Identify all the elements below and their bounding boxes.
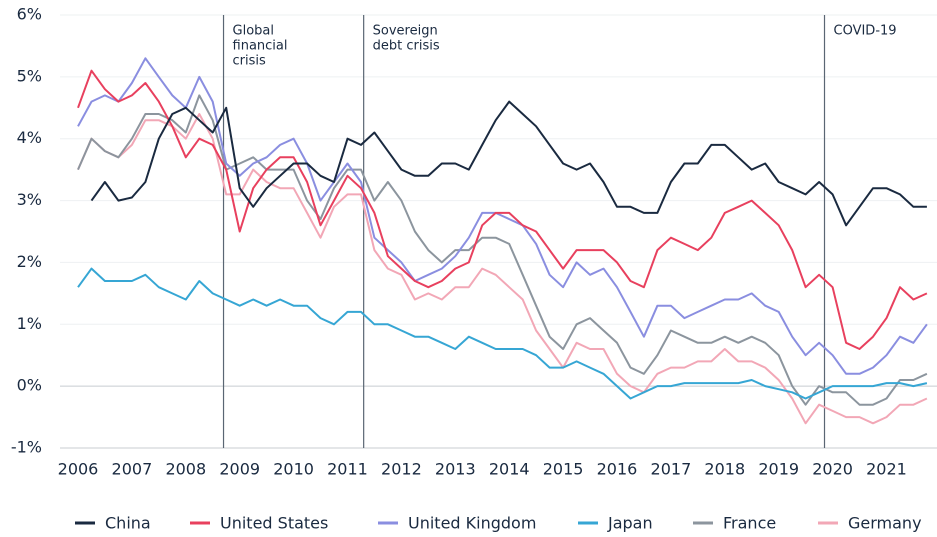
x-tick-label: 2019 [758, 460, 799, 479]
annotation-text: COVID-19 [834, 24, 897, 39]
series-line [77, 57, 928, 375]
y-tick-label: -1% [11, 438, 42, 457]
x-tick-label: 2008 [165, 460, 206, 479]
x-tick-label: 2020 [812, 460, 853, 479]
y-tick-label: 4% [17, 128, 42, 147]
x-tick-label: 2018 [704, 460, 745, 479]
annotation-text: Global [233, 24, 274, 39]
series-line [77, 267, 928, 400]
x-tick-label: 2016 [597, 460, 638, 479]
x-tick-label: 2011 [327, 460, 368, 479]
legend-label: United States [220, 514, 328, 533]
series-line [77, 113, 928, 425]
x-tick-label: 2007 [112, 460, 153, 479]
legend-label: Japan [607, 514, 653, 533]
series-line [77, 69, 928, 350]
annotation-text: financial [233, 39, 288, 54]
x-tick-label: 2010 [273, 460, 314, 479]
y-tick-label: 1% [17, 314, 42, 333]
x-tick-label: 2021 [866, 460, 907, 479]
annotation-text: Sovereign [373, 24, 438, 39]
series-line [77, 94, 928, 406]
x-tick-label: 2015 [543, 460, 584, 479]
y-tick-label: 5% [17, 66, 42, 85]
legend-label: Germany [848, 514, 922, 533]
legend-label: United Kingdom [408, 514, 536, 533]
y-tick-label: 2% [17, 252, 42, 271]
annotation-text: crisis [233, 54, 266, 69]
annotation-text: debt crisis [373, 39, 440, 54]
x-tick-label: 2009 [219, 460, 260, 479]
y-tick-label: 0% [17, 376, 42, 395]
legend-label: China [105, 514, 151, 533]
x-tick-label: 2014 [489, 460, 530, 479]
x-tick-label: 2013 [435, 460, 476, 479]
x-tick-label: 2017 [651, 460, 692, 479]
legend-label: France [723, 514, 776, 533]
y-tick-label: 3% [17, 190, 42, 209]
y-tick-label: 6% [17, 5, 42, 24]
x-tick-label: 2012 [381, 460, 422, 479]
series-line [90, 100, 927, 227]
x-tick-label: 2006 [58, 460, 99, 479]
